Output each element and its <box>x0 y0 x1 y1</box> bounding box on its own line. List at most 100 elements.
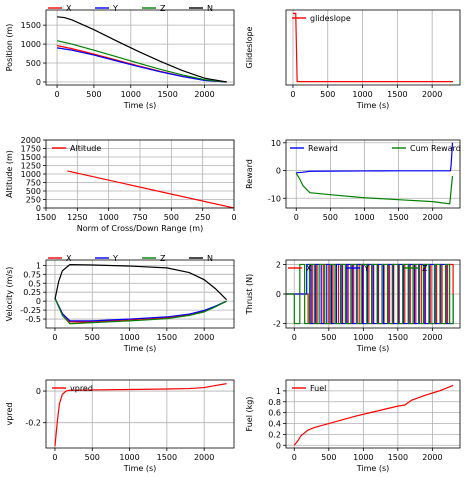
x-tick-label: 2000 <box>194 453 214 462</box>
plot-area <box>54 383 227 447</box>
x-axis-label: Time (s) <box>356 344 390 353</box>
legend: Fuel <box>292 384 326 393</box>
x-tick-label: 1250 <box>67 213 87 222</box>
axes-frame <box>285 379 461 449</box>
x-tick-label: 750 <box>132 213 147 222</box>
y-axis-label: Reward <box>245 159 254 189</box>
x-tick-label: 0 <box>231 213 236 222</box>
x-tick-label: 500 <box>323 213 338 222</box>
y-tick-label: -0.2 <box>25 419 41 428</box>
x-tick-label: 0 <box>52 333 57 342</box>
x-tick-label: 1500 <box>157 333 177 342</box>
x-tick-label: 1500 <box>388 453 408 462</box>
series-line-z <box>56 40 227 83</box>
x-tick-label: 2000 <box>422 333 442 342</box>
y-tick-label: 0.6 <box>268 409 281 418</box>
series-line-vpred <box>54 383 227 447</box>
legend-label: Fuel <box>310 384 326 393</box>
y-tick-label: 0.75 <box>23 270 41 279</box>
x-axis-label: Time (s) <box>356 101 390 110</box>
legend-label: Altitude <box>70 144 101 153</box>
plot-area <box>292 12 454 83</box>
x-tick-label: 0 <box>55 90 60 99</box>
legend-label: N <box>207 254 213 263</box>
chart-panel-6: 0 500 1000 1500 2000 -2 0 2 Time (s) Thrust (N) X Y… <box>245 259 461 353</box>
x-tick-label: 1000 <box>354 213 374 222</box>
y-tick-label: 0 <box>276 290 281 299</box>
y-tick-label: 0 <box>36 297 41 306</box>
x-tick-label: 250 <box>195 213 210 222</box>
x-axis-label: Norm of Cross/Down Range (m) <box>77 224 203 233</box>
series-line-altitude <box>67 170 234 208</box>
x-tick-label: 500 <box>86 90 101 99</box>
x-tick-label: 2000 <box>194 333 214 342</box>
x-tick-label: 0 <box>290 90 295 99</box>
y-tick-label: 500 <box>26 59 41 68</box>
legend: vpred <box>52 384 93 393</box>
legend-label: Z <box>160 4 166 13</box>
series-line-y <box>56 47 227 83</box>
y-tick-label: 1000 <box>21 170 41 179</box>
x-tick-label: 1500 <box>387 90 407 99</box>
y-tick-label: 2 <box>276 260 281 269</box>
legend-label: X <box>66 4 72 13</box>
y-tick-label: -10 <box>268 194 281 203</box>
x-tick-label: 500 <box>85 453 100 462</box>
axes-frame <box>285 139 461 209</box>
legend-label: X <box>306 264 312 273</box>
series-line-n <box>54 264 227 301</box>
series-line-cum-reward <box>295 172 454 205</box>
y-tick-label: 0.25 <box>23 288 41 297</box>
legend-label: Reward <box>308 144 338 153</box>
x-tick-label: 1000 <box>119 333 139 342</box>
y-tick-label: 2000 <box>21 136 41 145</box>
chart-panel-8: 0 500 1000 1500 2000 0 0.20.4 0.6 0.8 1 Time (s) Fu… <box>245 379 461 473</box>
x-tick-label: 1000 <box>353 453 373 462</box>
y-tick-label: 10 <box>271 139 281 148</box>
x-tick-label: 1000 <box>352 90 372 99</box>
axes-frame <box>45 379 235 449</box>
y-tick-label: 0 <box>276 441 281 450</box>
plot-area <box>293 384 454 446</box>
x-tick-label: 0 <box>294 213 299 222</box>
y-axis-label: Altitude (m) <box>5 150 14 198</box>
y-tick-label: 0.4 <box>268 420 281 429</box>
x-axis-label: Time (s) <box>123 101 157 110</box>
axes-frame <box>45 259 235 329</box>
legend-label: Z <box>422 264 428 273</box>
axes-frame <box>285 9 461 86</box>
x-tick-label: 2000 <box>422 453 442 462</box>
x-axis-label: Time (s) <box>123 464 157 473</box>
y-tick-label: 250 <box>26 196 41 205</box>
x-tick-label: 1500 <box>157 90 177 99</box>
legend: Altitude <box>52 144 101 153</box>
series-line-y <box>54 298 227 322</box>
plot-area <box>56 16 227 83</box>
y-tick-label: 500 <box>26 187 41 196</box>
x-tick-label: 2000 <box>194 90 214 99</box>
x-tick-label: 1000 <box>353 333 373 342</box>
plot-area <box>54 264 227 325</box>
y-axis-label: Velocity (m/s) <box>5 267 14 322</box>
x-tick-label: 1500 <box>36 213 56 222</box>
x-tick-label: 1000 <box>98 213 118 222</box>
plot-area <box>295 142 454 205</box>
y-tick-label: 750 <box>26 179 41 188</box>
x-tick-label: 1000 <box>121 90 141 99</box>
legend-label: Y <box>363 264 369 273</box>
x-tick-label: 500 <box>321 453 336 462</box>
legend-label: Cum Reward <box>410 144 461 153</box>
x-tick-label: 500 <box>321 333 336 342</box>
legend-label: X <box>66 254 72 263</box>
y-tick-label: 1750 <box>21 145 41 154</box>
legend-label: Y <box>112 4 118 13</box>
y-tick-label: 0.8 <box>268 398 281 407</box>
y-tick-label: 1500 <box>21 153 41 162</box>
x-tick-label: 500 <box>85 333 100 342</box>
y-tick-label: 0 <box>276 167 281 176</box>
y-tick-label: 1 <box>36 261 41 270</box>
y-tick-label: 0 <box>36 387 41 396</box>
y-axis-label: Glideslope <box>245 26 254 68</box>
